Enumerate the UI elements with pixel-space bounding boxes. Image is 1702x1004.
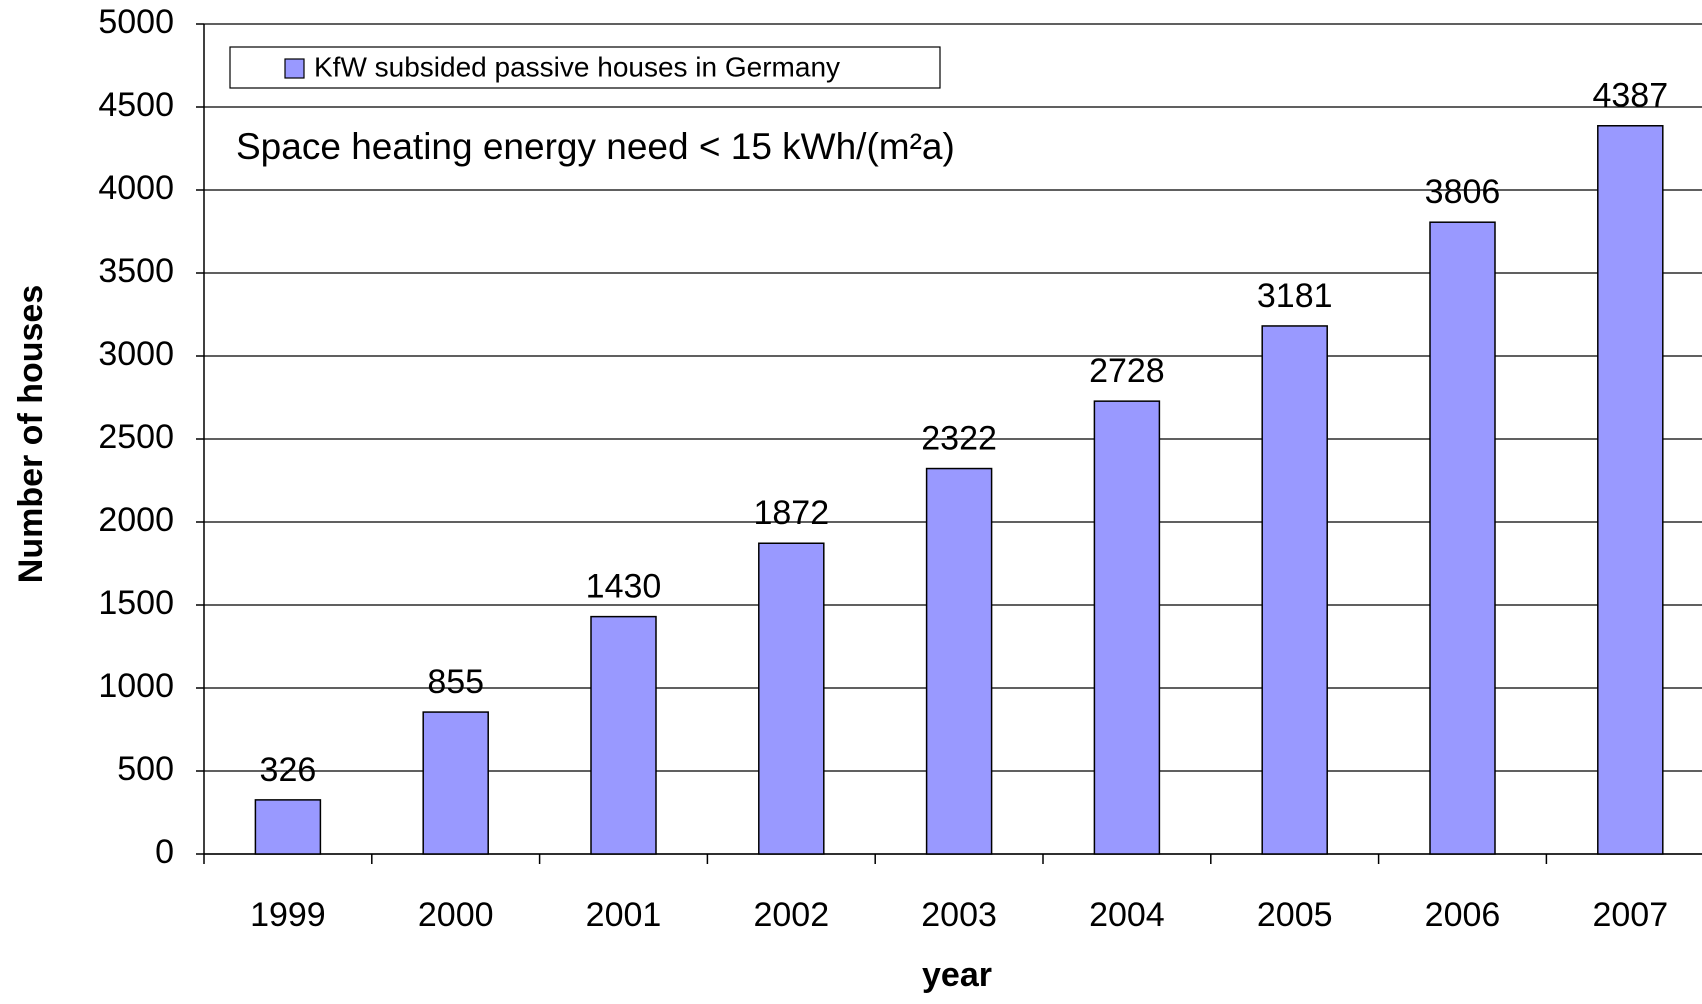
y-tick-label: 2000: [98, 501, 174, 539]
value-label: 2728: [1089, 352, 1165, 390]
bar: [1261, 325, 1328, 855]
value-label: 855: [427, 663, 484, 701]
y-tick-label: 3500: [98, 252, 174, 290]
value-label: 326: [260, 751, 317, 789]
legend-label: KfW subsided passive houses in Germany: [314, 51, 840, 82]
x-tick-label: 2002: [753, 896, 829, 934]
bar: [925, 467, 993, 855]
x-tick-label: 1999: [250, 896, 326, 934]
value-label: 2322: [921, 420, 997, 458]
y-tick-label: 0: [155, 833, 174, 871]
x-tick-label: 2007: [1592, 896, 1668, 934]
x-tick-label: 2003: [921, 896, 997, 934]
bar: [1429, 221, 1496, 855]
y-tick-label: 1000: [98, 667, 174, 705]
y-tick-label: 2500: [98, 418, 174, 456]
legend-swatch: [284, 58, 305, 79]
bar: [1597, 125, 1664, 855]
x-tick-label: 2006: [1425, 896, 1501, 934]
y-tick-label: 500: [117, 750, 174, 788]
bar: [758, 542, 825, 855]
y-tick-label: 5000: [98, 3, 174, 41]
x-tick-label: 2000: [418, 896, 494, 934]
value-label: 3181: [1257, 277, 1333, 315]
bar: [254, 799, 322, 855]
value-label: 3806: [1425, 173, 1501, 211]
value-label: 1872: [753, 494, 829, 532]
x-tick-label: 2005: [1257, 896, 1333, 934]
bar: [590, 615, 657, 855]
y-tick-label: 1500: [98, 584, 174, 622]
value-label: 4387: [1592, 77, 1668, 115]
y-tick-label: 4000: [98, 169, 174, 207]
y-tick-label: 3000: [98, 335, 174, 373]
bar: [422, 711, 489, 855]
x-tick-label: 2004: [1089, 896, 1165, 934]
y-axis-title: Number of houses: [12, 285, 50, 583]
x-tick-label: 2001: [586, 896, 662, 934]
y-tick-label: 4500: [98, 86, 174, 124]
bar: [1093, 400, 1161, 855]
x-axis-title: year: [922, 956, 992, 994]
annotation: Space heating energy need < 15 kWh/(m²a): [236, 126, 955, 167]
legend-box: [229, 46, 941, 89]
value-label: 1430: [586, 568, 662, 606]
